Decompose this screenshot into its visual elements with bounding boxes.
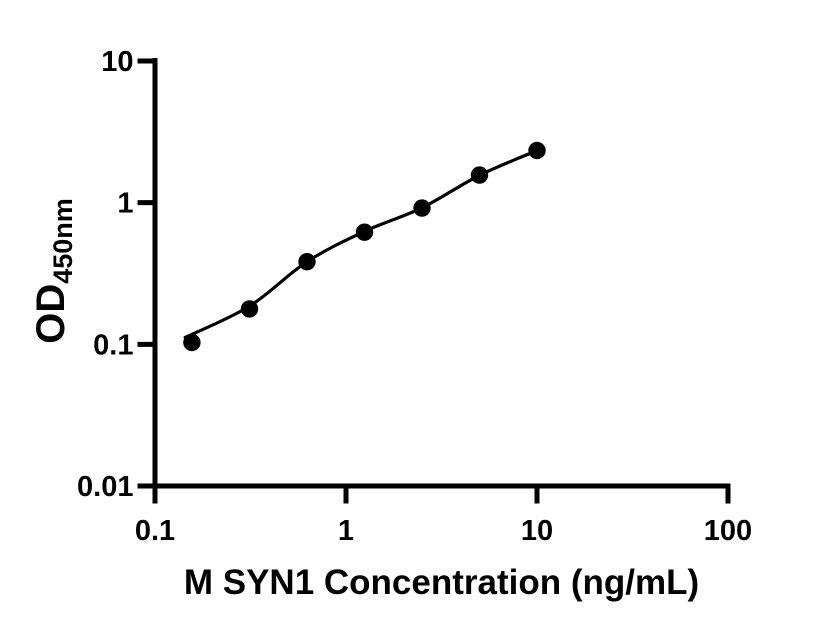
x-axis-title: M SYN1 Concentration (ng/mL)	[183, 563, 700, 602]
y-axis-title-main: OD	[29, 283, 73, 344]
data-point	[413, 199, 431, 217]
data-point	[470, 166, 489, 184]
y-tick-label: 1	[117, 188, 133, 220]
y-axis-title-subscript: 450nm	[48, 198, 78, 284]
data-point	[528, 141, 546, 160]
data-point	[240, 300, 259, 318]
y-tick-label: 0.1	[93, 329, 133, 361]
x-tick-label: 0.1	[135, 515, 175, 547]
data-point	[183, 333, 201, 352]
x-tick-label: 10	[521, 515, 553, 547]
data-point	[355, 223, 374, 241]
y-tick-label: 10	[101, 46, 133, 78]
data-point	[298, 253, 316, 271]
y-tick-label: 0.01	[77, 471, 133, 503]
y-axis-title: OD450nm	[29, 111, 78, 431]
x-tick-label: 100	[704, 515, 752, 547]
x-tick-label: 1	[338, 515, 354, 547]
